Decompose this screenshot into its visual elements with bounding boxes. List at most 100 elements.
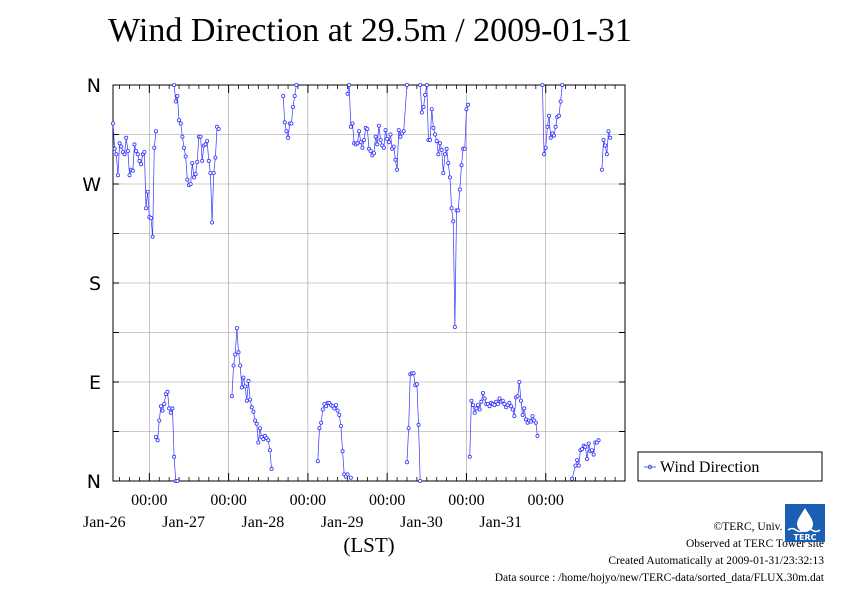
data-point: [509, 404, 514, 409]
data-point: [517, 379, 522, 384]
data-point: [112, 146, 117, 151]
data-point: [315, 459, 320, 464]
data-point: [603, 143, 608, 148]
data-point: [469, 398, 474, 403]
x-tick-time: 00:00: [131, 492, 167, 509]
series-segment: [520, 400, 523, 416]
series-segment: [115, 154, 119, 176]
series-segment: [215, 126, 218, 158]
x-tick-labels: 00:00 Jan-26 00:00 Jan-27 00:00 Jan-28 00:00 Ja…: [83, 492, 564, 531]
data-point: [398, 134, 403, 139]
series-segment: [457, 189, 461, 211]
series-segment: [269, 450, 272, 469]
data-point: [340, 449, 345, 454]
credit-source: Data source : /home/hojyo/new/TERC-data/…: [494, 572, 824, 584]
series-segment: [248, 380, 251, 400]
series-segment: [152, 147, 155, 237]
credit-created: Created Automatically at 2009-01-31/23:3…: [608, 555, 824, 567]
data-point: [385, 136, 390, 141]
series-segment: [231, 365, 234, 397]
chart-title: Wind Direction at 29.5m / 2009-01-31: [108, 12, 632, 49]
data-point: [530, 414, 535, 419]
x-tick-date: Jan-26: [83, 514, 126, 531]
data-point: [528, 419, 533, 424]
data-point: [317, 426, 322, 431]
series-segment: [236, 328, 239, 353]
series-segment: [423, 94, 426, 108]
y-tick-label: E: [89, 372, 101, 394]
data-point: [383, 128, 388, 133]
series-segment: [208, 160, 211, 174]
series-segment: [449, 177, 452, 209]
data-point: [573, 463, 578, 468]
data-point: [431, 125, 436, 130]
data-point: [371, 151, 376, 156]
data-point: [137, 158, 142, 163]
data-point: [500, 398, 505, 403]
series-segment: [144, 152, 147, 209]
data-point: [294, 83, 299, 88]
data-point: [606, 129, 611, 134]
data-point: [575, 458, 580, 463]
series-segment: [195, 161, 198, 175]
series-segment: [548, 115, 552, 138]
data-point: [520, 412, 525, 417]
data-point: [178, 121, 183, 126]
series-segment: [558, 101, 561, 116]
y-tick-label: W: [82, 174, 101, 196]
data-point: [233, 352, 238, 357]
data-point: [168, 410, 173, 415]
series-segment: [200, 136, 203, 161]
series-segment: [246, 380, 249, 401]
data-point: [337, 412, 342, 417]
data-point: [172, 83, 177, 88]
legend-entry: Wind Direction: [660, 459, 759, 476]
legend-marker: [647, 464, 653, 470]
data-point: [535, 433, 540, 438]
data-point: [419, 110, 424, 115]
data-point: [241, 375, 246, 380]
y-tick-label: S: [89, 273, 101, 295]
data-point: [345, 91, 350, 96]
data-point: [355, 141, 360, 146]
data-point: [347, 83, 352, 88]
data-point: [244, 398, 249, 403]
data-point: [172, 454, 177, 459]
data-point: [457, 187, 462, 192]
data-point: [553, 124, 558, 129]
data-point: [495, 401, 500, 406]
data-point: [211, 170, 216, 175]
grid-lines: [113, 85, 625, 481]
data-point: [472, 410, 477, 415]
series-segment: [342, 451, 345, 475]
data-point: [451, 219, 456, 224]
series-segment: [403, 84, 408, 132]
series-segment: [593, 442, 596, 455]
data-point: [335, 408, 340, 413]
data-point: [447, 175, 452, 180]
data-point: [198, 134, 203, 139]
data-point: [404, 460, 409, 465]
data-point: [153, 129, 158, 134]
data-point: [175, 94, 180, 99]
data-point: [497, 396, 502, 401]
data-point: [180, 134, 185, 139]
data-point: [175, 478, 180, 483]
series-segment: [545, 126, 548, 148]
series-segment: [436, 141, 439, 155]
data-point: [173, 99, 178, 104]
data-point: [404, 83, 409, 88]
data-point: [438, 141, 443, 146]
data-point: [193, 172, 198, 177]
data-point: [148, 216, 153, 221]
data-point: [160, 408, 165, 413]
series-segment: [571, 465, 576, 479]
data-point: [547, 113, 552, 118]
series-segment: [185, 156, 188, 180]
series-segment: [112, 123, 116, 149]
series-segment: [373, 136, 376, 154]
data-point: [428, 137, 433, 142]
series-segment: [606, 131, 609, 155]
data-point: [368, 148, 373, 153]
